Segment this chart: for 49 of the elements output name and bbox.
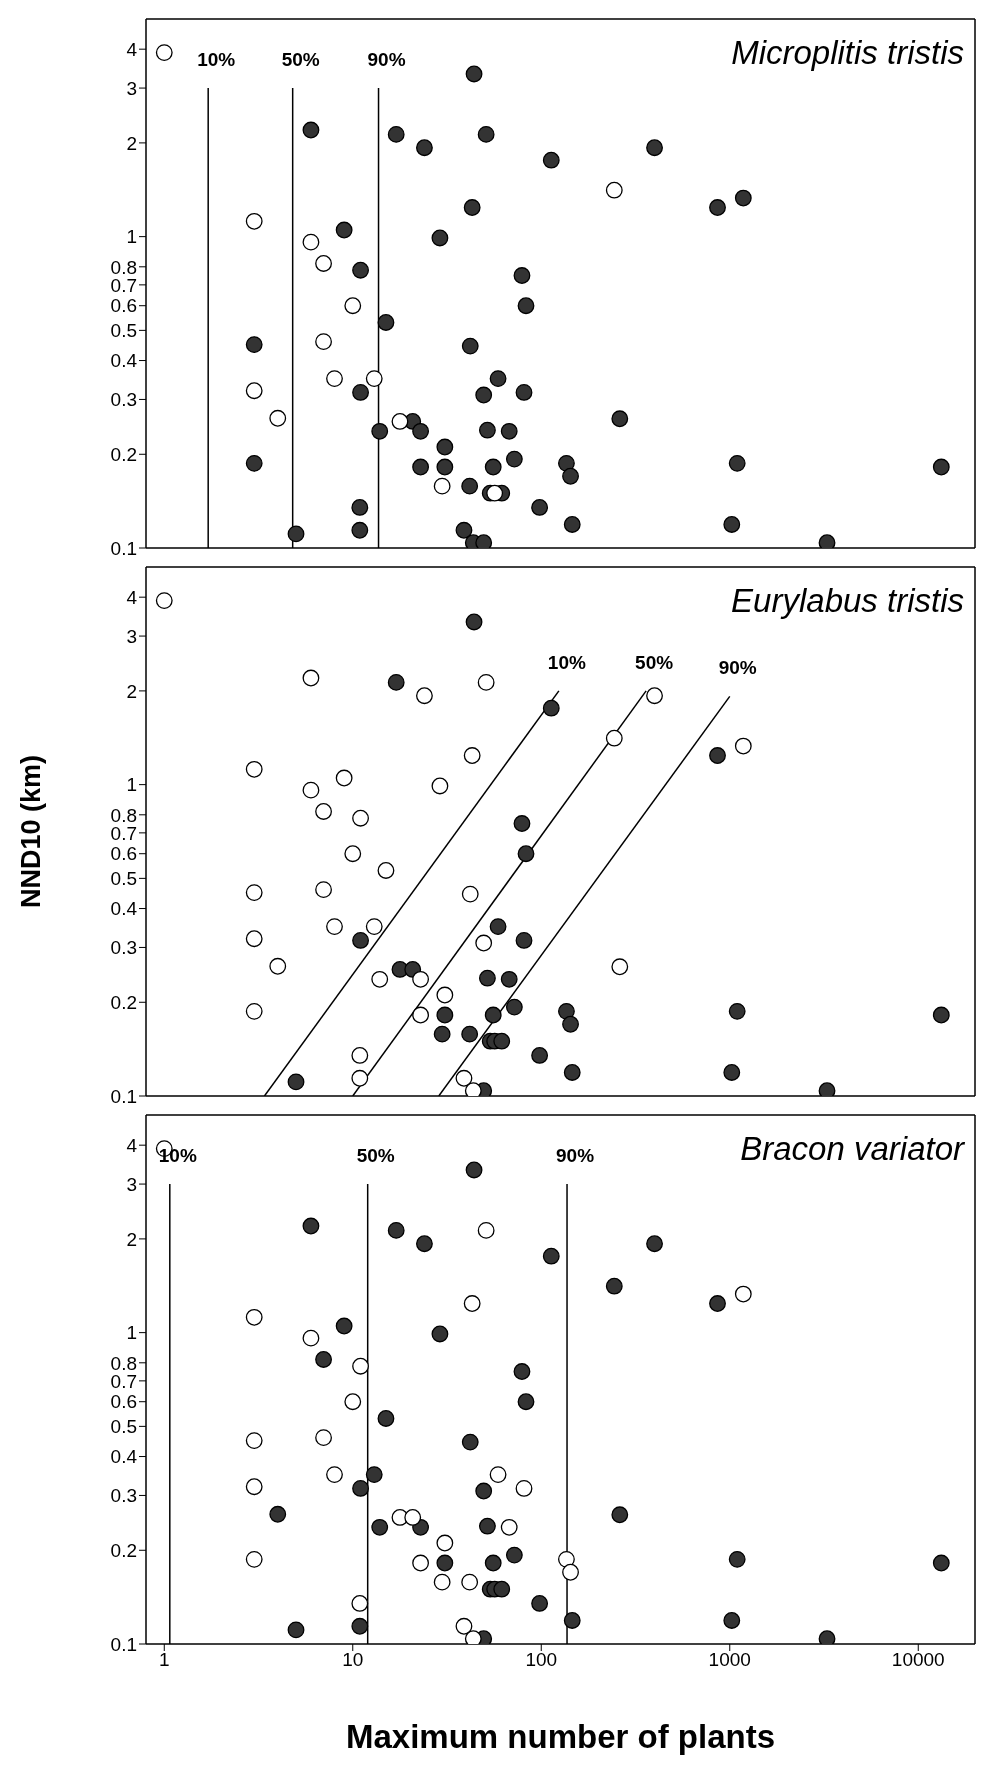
series-label: 10% <box>547 651 586 673</box>
y-tick-label: 0.4 <box>110 1446 138 1468</box>
y-tick-label: 0.5 <box>110 1416 137 1438</box>
y-tick-label: 0.1 <box>110 1633 137 1655</box>
x-tick-label: 100 <box>525 1649 558 1671</box>
text: Bracon variator <box>740 1130 964 1168</box>
text: Eurylabus tristis <box>731 582 964 620</box>
y-tick-label: 4 <box>126 586 138 608</box>
series-label: 90% <box>367 49 406 71</box>
x-tick-label: 1000 <box>708 1649 751 1671</box>
y-tick-label: 2 <box>126 1228 137 1250</box>
series-label: 50% <box>281 49 320 71</box>
y-tick-label: 0.3 <box>110 937 137 959</box>
y-tick-label: 0.6 <box>110 295 137 317</box>
x-tick-label: 1 <box>158 1649 170 1671</box>
y-axis-title: NND10 (km) <box>15 754 46 909</box>
y-tick-label: 0.5 <box>110 320 137 342</box>
y-tick-label: 0.2 <box>110 1540 137 1562</box>
y-tick-label: 1 <box>126 1322 137 1344</box>
y-tick-label: 2 <box>126 132 137 154</box>
y-tick-label: 0.4 <box>110 898 138 920</box>
y-tick-label: 1 <box>126 226 137 248</box>
y-tick-label: 3 <box>126 1173 137 1195</box>
y-tick-label: 0.4 <box>110 350 138 372</box>
y-tick-label: 0.6 <box>110 1391 137 1413</box>
series-label: 10% <box>158 1145 197 1167</box>
series-label: 10% <box>197 49 236 71</box>
y-tick-label: 0.2 <box>110 444 137 466</box>
y-tick-label: 0.6 <box>110 843 137 865</box>
text: Microplitis tristis <box>731 34 964 72</box>
series-label: 50% <box>635 651 674 673</box>
y-tick-label: 0.5 <box>110 868 137 890</box>
series-label: 90% <box>556 1145 595 1167</box>
x-tick-label: 10 <box>342 1649 364 1671</box>
y-tick-label: 4 <box>126 1134 138 1156</box>
y-tick-label: 1 <box>126 774 137 796</box>
y-tick-label: 3 <box>126 625 137 647</box>
y-tick-label: 0.1 <box>110 1085 137 1107</box>
y-tick-label: 3 <box>126 77 137 99</box>
series-label: 90% <box>718 657 757 679</box>
y-tick-label: 0.2 <box>110 992 137 1014</box>
y-tick-label: 2 <box>126 680 137 702</box>
y-tick-label: 0.3 <box>110 389 137 411</box>
x-tick-label: 10000 <box>891 1649 945 1671</box>
series-label: 50% <box>356 1145 395 1167</box>
x-axis-title: Maximum number of plants <box>345 1718 776 1755</box>
y-tick-label: 0.1 <box>110 537 137 559</box>
y-tick-label: 4 <box>126 38 138 60</box>
y-tick-label: 0.3 <box>110 1485 137 1507</box>
